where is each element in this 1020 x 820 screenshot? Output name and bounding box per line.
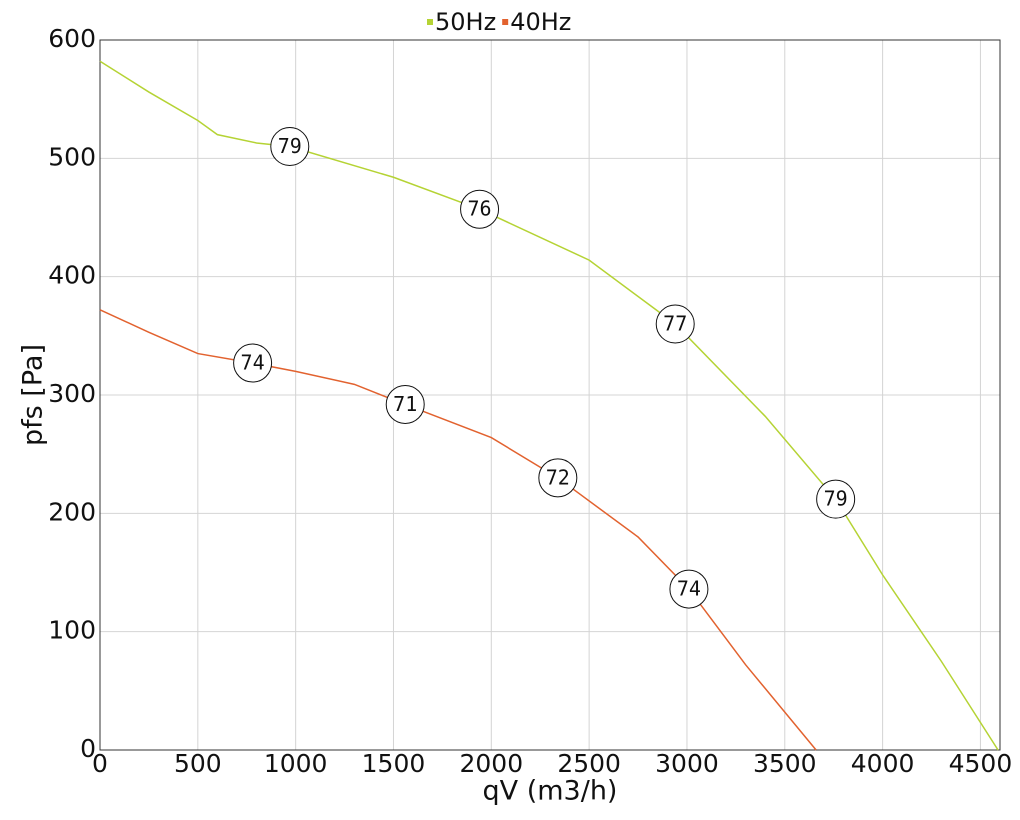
plot-frame <box>99 39 1001 751</box>
annotation-marker <box>270 127 310 166</box>
annotation-marker <box>816 479 856 519</box>
annotation-label: 74 <box>677 577 701 601</box>
annotation-label: 77 <box>663 312 687 336</box>
x-tick-label: 3000 <box>655 749 719 778</box>
x-tick-label: 3500 <box>753 749 817 778</box>
y-tick-label: 500 <box>48 142 96 171</box>
legend-label: 50Hz <box>435 8 496 36</box>
series-line <box>99 309 817 751</box>
legend: 50Hz 40Hz <box>427 8 571 36</box>
y-tick-label: 600 <box>48 24 96 53</box>
annotation-label: 74 <box>241 351 265 375</box>
annotation-marker <box>233 343 273 383</box>
x-tick-label: 1500 <box>362 749 426 778</box>
x-tick-label: 500 <box>174 749 222 778</box>
x-tick-label: 4000 <box>851 749 915 778</box>
y-tick-label: 400 <box>48 261 96 290</box>
series-line <box>99 60 999 751</box>
x-tick-label: 4500 <box>949 749 1013 778</box>
x-tick-label: 1000 <box>264 749 328 778</box>
y-tick-label: 200 <box>48 497 96 526</box>
annotation-marker <box>655 304 695 344</box>
legend-swatch <box>427 19 433 25</box>
legend-swatch <box>502 19 509 25</box>
x-axis-title: qV (m3/h) <box>483 776 618 807</box>
annotation-label: 76 <box>468 197 492 221</box>
x-tick-label: 2500 <box>557 749 621 778</box>
annotation-label: 72 <box>546 465 570 489</box>
y-tick-label: 0 <box>80 734 96 763</box>
x-tick-label: 0 <box>92 749 108 778</box>
y-axis-title: pfs [Pa] <box>18 344 49 446</box>
annotation-marker <box>669 569 709 609</box>
y-tick-label: 100 <box>48 616 96 645</box>
annotation-label: 71 <box>393 392 417 416</box>
legend-label: 40Hz <box>510 8 571 36</box>
annotation-marker <box>460 189 500 229</box>
annotation-marker <box>385 384 425 424</box>
x-tick-label: 2000 <box>459 749 523 778</box>
y-tick-label: 300 <box>48 379 96 408</box>
annotation-label: 79 <box>824 487 848 511</box>
annotation-label: 79 <box>278 134 302 158</box>
annotation-marker <box>538 458 578 498</box>
